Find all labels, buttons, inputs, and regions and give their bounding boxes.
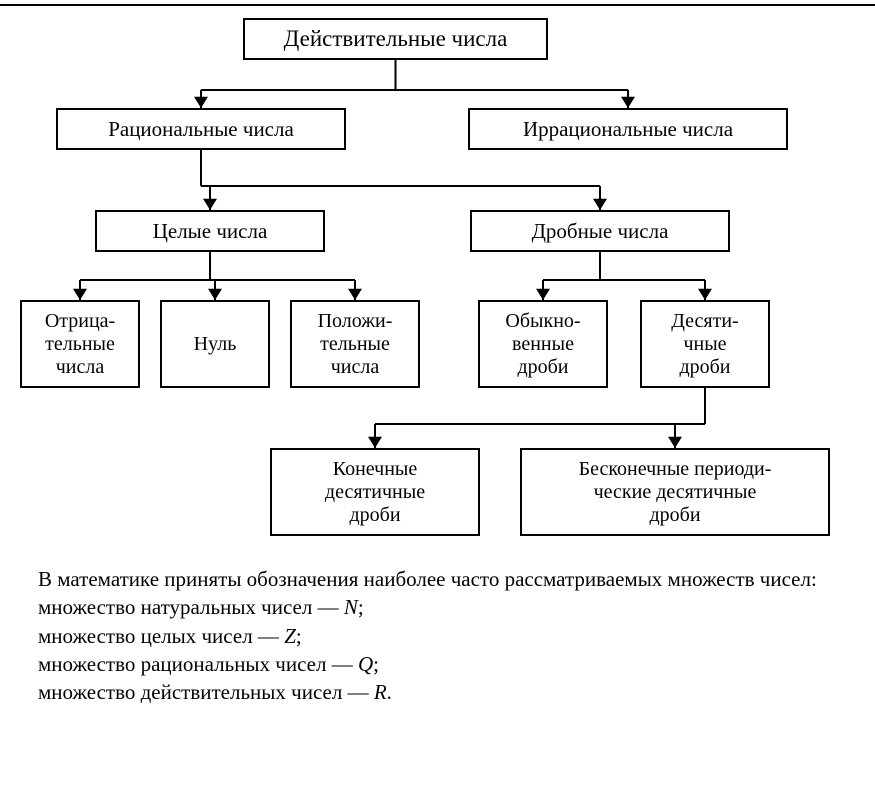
node-label: Действительные числа <box>284 26 508 52</box>
caption-line-text: множество рациональных чисел — <box>38 652 358 676</box>
node-periodic-decimals: Бесконечные периоди-ческие десятичныедро… <box>520 448 830 536</box>
node-decimal-fractions: Десяти-чныедроби <box>640 300 770 388</box>
node-integers: Целые числа <box>95 210 325 252</box>
caption-line-text: множество действительных чисел — <box>38 680 374 704</box>
node-irrational-numbers: Иррациональные числа <box>468 108 788 150</box>
caption-line-1: множество целых чисел — Z; <box>38 622 860 650</box>
node-finite-decimals: Конечныедесятичныедроби <box>270 448 480 536</box>
node-label: Отрица-тельныечисла <box>45 310 115 379</box>
set-symbol: Z <box>284 624 296 648</box>
node-label: Обыкно-венныедроби <box>505 310 580 379</box>
page: Действительные числа Рациональные числа … <box>0 0 875 797</box>
node-fractions: Дробные числа <box>470 210 730 252</box>
caption-text: В математике приняты обозначения наиболе… <box>10 565 860 707</box>
caption-line-tail: . <box>387 680 392 704</box>
node-zero: Нуль <box>160 300 270 388</box>
set-symbol: R <box>374 680 387 704</box>
node-label: Целые числа <box>153 219 268 243</box>
caption-line-2: множество рациональных чисел — Q; <box>38 650 860 678</box>
caption-line-tail: ; <box>358 595 364 619</box>
node-label: Дробные числа <box>532 219 669 243</box>
caption-line-text: множество натуральных чисел — <box>38 595 344 619</box>
node-rational-numbers: Рациональные числа <box>56 108 346 150</box>
node-label: Десяти-чныедроби <box>671 310 738 379</box>
node-label: Нуль <box>194 333 237 356</box>
node-negative-numbers: Отрица-тельныечисла <box>20 300 140 388</box>
node-label: Конечныедесятичныедроби <box>325 458 425 527</box>
node-real-numbers: Действительные числа <box>243 18 548 60</box>
node-positive-numbers: Положи-тельныечисла <box>290 300 420 388</box>
node-common-fractions: Обыкно-венныедроби <box>478 300 608 388</box>
node-label: Бесконечные периоди-ческие десятичныедро… <box>579 458 772 527</box>
caption-line-0: множество натуральных чисел — N; <box>38 593 860 621</box>
node-label: Иррациональные числа <box>523 117 733 141</box>
caption-line-tail: ; <box>296 624 302 648</box>
caption-line-text: множество целых чисел — <box>38 624 284 648</box>
set-symbol: Q <box>358 652 373 676</box>
top-rule <box>0 4 875 6</box>
set-symbol: N <box>344 595 358 619</box>
node-label: Рациональные числа <box>108 117 294 141</box>
node-label: Положи-тельныечисла <box>318 310 393 379</box>
caption-line-3: множество действительных чисел — R. <box>38 678 860 706</box>
caption-intro: В математике приняты обозначения наиболе… <box>10 565 860 593</box>
caption-line-tail: ; <box>373 652 379 676</box>
